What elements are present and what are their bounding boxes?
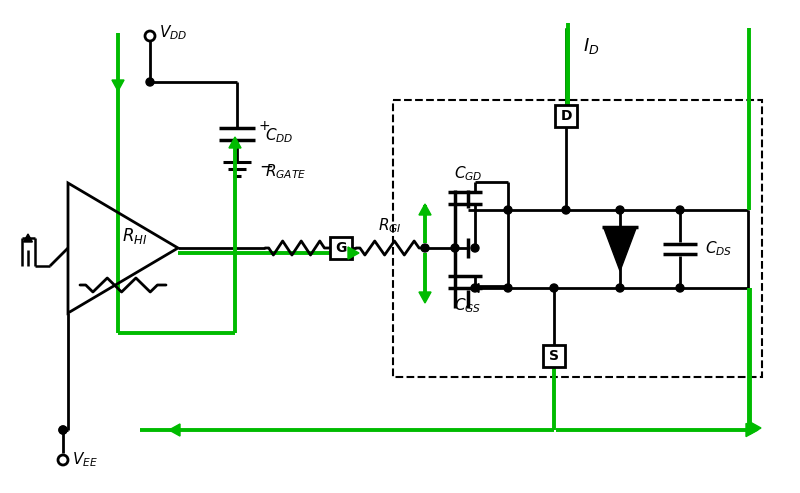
Bar [543, 345, 565, 367]
Polygon shape [471, 283, 479, 292]
Circle shape [562, 206, 570, 214]
Text: $V_{DD}$: $V_{DD}$ [159, 24, 187, 42]
Text: $C_{DS}$: $C_{DS}$ [705, 240, 732, 258]
Polygon shape [746, 423, 758, 437]
Text: +: + [259, 119, 270, 133]
Circle shape [471, 244, 479, 252]
Circle shape [451, 244, 459, 252]
Text: $C_{DD}$: $C_{DD}$ [265, 127, 294, 145]
Polygon shape [169, 424, 180, 436]
Text: $R_{GATE}$: $R_{GATE}$ [265, 163, 306, 181]
Circle shape [146, 78, 154, 86]
Circle shape [59, 426, 67, 434]
Circle shape [676, 284, 684, 292]
Polygon shape [750, 422, 761, 434]
Polygon shape [419, 292, 431, 303]
Circle shape [421, 244, 429, 252]
Circle shape [550, 284, 558, 292]
Bar [330, 237, 352, 259]
Polygon shape [419, 204, 431, 215]
Circle shape [504, 284, 512, 292]
Circle shape [471, 284, 479, 292]
Polygon shape [24, 234, 32, 242]
Polygon shape [229, 137, 241, 148]
Text: D: D [560, 109, 572, 123]
Circle shape [616, 206, 624, 214]
Polygon shape [112, 80, 124, 91]
Text: $I_D$: $I_D$ [583, 36, 599, 56]
Text: −: − [259, 158, 273, 176]
Text: $C_{GD}$: $C_{GD}$ [454, 165, 482, 183]
Bar [555, 105, 577, 127]
Circle shape [616, 284, 624, 292]
Circle shape [676, 206, 684, 214]
Text: $R_{HI}$: $R_{HI}$ [122, 226, 147, 246]
Circle shape [504, 206, 512, 214]
Text: G: G [335, 241, 346, 255]
Polygon shape [348, 247, 359, 259]
Bar [393, 100, 762, 377]
Text: $C_{GS}$: $C_{GS}$ [454, 297, 482, 316]
Text: S: S [549, 349, 559, 363]
Polygon shape [603, 227, 637, 271]
Text: $R_{GI}$: $R_{GI}$ [378, 216, 402, 235]
Circle shape [59, 426, 67, 434]
Text: $V_{EE}$: $V_{EE}$ [72, 451, 98, 469]
